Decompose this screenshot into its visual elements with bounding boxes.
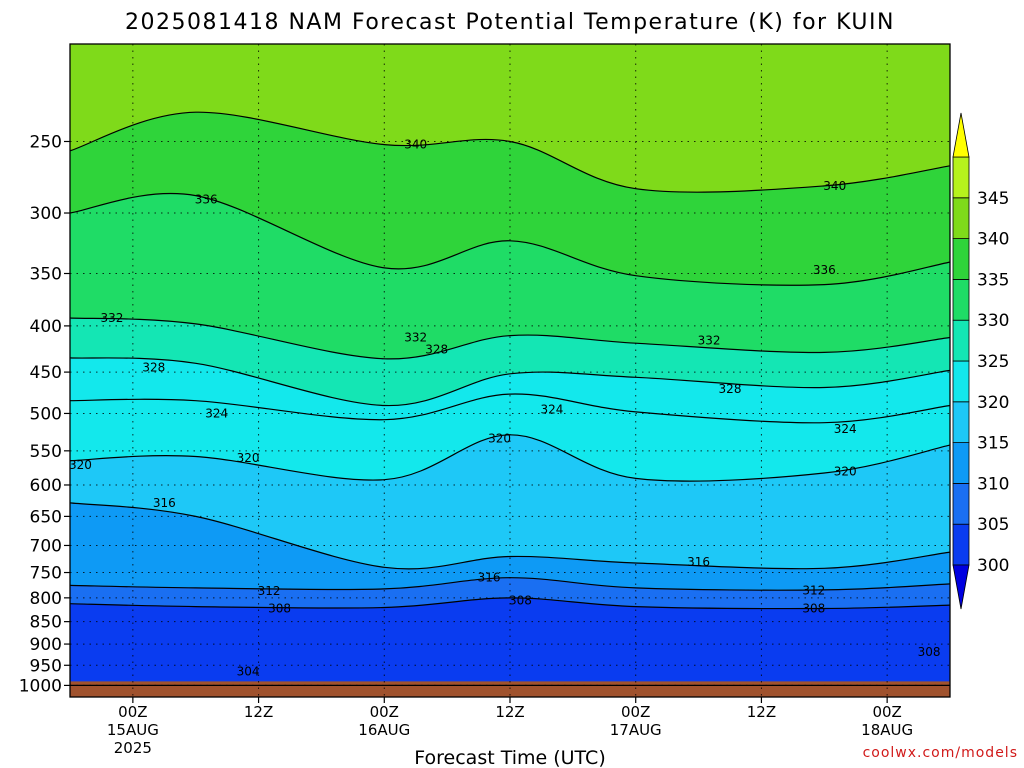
y-tick-label-650: 650 (30, 507, 62, 527)
x-tick-label-0: 00Z (118, 703, 147, 721)
contour-label-340: 340 (823, 179, 846, 193)
isentrope-336 (69, 192, 951, 286)
colorbar-swatch-335 (952, 238, 970, 280)
colorbar-label-345: 345 (977, 189, 1009, 209)
y-tick-label-950: 950 (30, 656, 62, 676)
colorbar: 300 305 310 315 320 325 330 335 340 345 (952, 112, 1009, 610)
colorbar-swatch-340 (952, 197, 970, 240)
grid-lines (70, 44, 950, 697)
colorbar-swatch-320 (952, 360, 970, 403)
y-tick-label-500: 500 (30, 404, 62, 424)
isentrope-316 (69, 502, 951, 570)
x-tick-label-36: 12Z (495, 703, 524, 721)
isentrope-340 (69, 111, 951, 193)
y-tick-label-900: 900 (30, 635, 62, 655)
x-tick-label-48: 00Z (621, 703, 650, 721)
band-340 (70, 44, 950, 193)
y-tick-label-1000: 1000 (19, 676, 62, 696)
colorbar-label-335: 335 (977, 270, 1009, 290)
y-tick-label-550: 550 (30, 442, 62, 462)
contour-label-312: 312 (802, 583, 825, 597)
y-tick-label-400: 400 (30, 317, 62, 337)
y-tick-label-600: 600 (30, 476, 62, 496)
filled-contours (70, 44, 950, 697)
x-tick-label-24: 00Z (370, 703, 399, 721)
isentrope-lines (69, 111, 951, 687)
isentrope-328 (69, 357, 951, 407)
colorbar-under-arrow (952, 564, 970, 610)
contour-label-320: 320 (834, 465, 857, 479)
x-tick-date-24: 16AUG (358, 721, 410, 739)
contour-label-312: 312 (258, 584, 281, 598)
colorbar-label-300: 300 (977, 556, 1009, 576)
contour-label-316: 316 (478, 571, 501, 585)
contour-label-340: 340 (404, 138, 427, 152)
x-tick-label-12: 12Z (244, 703, 273, 721)
colorbar-label-305: 305 (977, 515, 1009, 535)
colorbar-swatch-345 (952, 156, 970, 199)
contour-label-304: 304 (237, 664, 260, 678)
contour-label-328: 328 (425, 343, 448, 357)
colorbar-swatch-300 (952, 523, 970, 566)
contour-label-316: 316 (687, 555, 710, 569)
x-tick-date-0: 15AUG (107, 721, 159, 739)
plot-area: 304 308 308 308 308 312 312 316 316 316 320 320 320 3… (69, 43, 951, 698)
y-tick-label-350: 350 (30, 265, 62, 285)
colorbar-swatch-305 (952, 482, 970, 525)
colorbar-label-340: 340 (977, 230, 1009, 250)
y-tick-label-850: 850 (30, 613, 62, 633)
y-tick-label-750: 750 (30, 564, 62, 584)
x-tick-year-0: 2025 (114, 739, 152, 757)
contour-label-308: 308 (268, 601, 291, 615)
isentrope-324 (69, 393, 951, 424)
contour-label-332: 332 (698, 333, 721, 347)
x-axis-label: Forecast Time (UTC) (414, 747, 605, 768)
contour-label-324: 324 (205, 406, 228, 420)
x-tick-date-72: 18AUG (861, 721, 913, 739)
colorbar-swatch-315 (952, 401, 970, 443)
chart-title: 2025081418 NAM Forecast Potential Temper… (125, 10, 895, 35)
colorbar-label-330: 330 (977, 311, 1009, 331)
colorbar-label-320: 320 (977, 393, 1009, 413)
isentrope-308 (69, 597, 951, 610)
contour-label-328: 328 (142, 361, 165, 375)
contour-label-316: 316 (153, 496, 176, 510)
contour-label-332: 332 (404, 330, 427, 344)
y-tick-label-250: 250 (30, 132, 62, 152)
y-tick-label-300: 300 (30, 204, 62, 224)
colorbar-swatch-330 (952, 278, 970, 321)
contour-label-308: 308 (509, 593, 532, 607)
x-tick-label-60: 12Z (747, 703, 776, 721)
contour-label-328: 328 (719, 382, 742, 396)
isentrope-320 (69, 434, 951, 482)
x-tick-date-48: 17AUG (610, 721, 662, 739)
contour-label-320: 320 (488, 432, 511, 446)
isentrope-312 (69, 577, 951, 591)
x-tick-label-72: 00Z (872, 703, 901, 721)
contour-label-324: 324 (834, 422, 857, 436)
colorbar-swatch-325 (952, 319, 970, 362)
contour-label-308: 308 (802, 601, 825, 615)
contour-label-336: 336 (813, 263, 836, 277)
credit-text: coolwx.com/models (863, 745, 1018, 761)
colorbar-label-325: 325 (977, 352, 1009, 372)
contour-label-324: 324 (540, 403, 563, 417)
contour-label-320: 320 (69, 458, 92, 472)
colorbar-swatch-310 (952, 442, 970, 484)
contour-labels: 304 308 308 308 308 312 312 316 316 316 320 320 320 3… (69, 138, 940, 679)
y-axis: 2503003504004505005506006507007508008509… (19, 132, 70, 696)
contour-label-320: 320 (237, 451, 260, 465)
y-tick-label-700: 700 (30, 536, 62, 556)
contour-label-336: 336 (195, 193, 218, 207)
colorbar-label-310: 310 (977, 474, 1009, 494)
colorbar-over-arrow (952, 112, 970, 158)
isentrope-332 (69, 317, 951, 360)
contour-label-332: 332 (100, 311, 123, 325)
colorbar-label-315: 315 (977, 434, 1009, 454)
contour-label-308: 308 (918, 645, 941, 659)
y-tick-label-800: 800 (30, 589, 62, 609)
y-tick-label-450: 450 (30, 363, 62, 383)
